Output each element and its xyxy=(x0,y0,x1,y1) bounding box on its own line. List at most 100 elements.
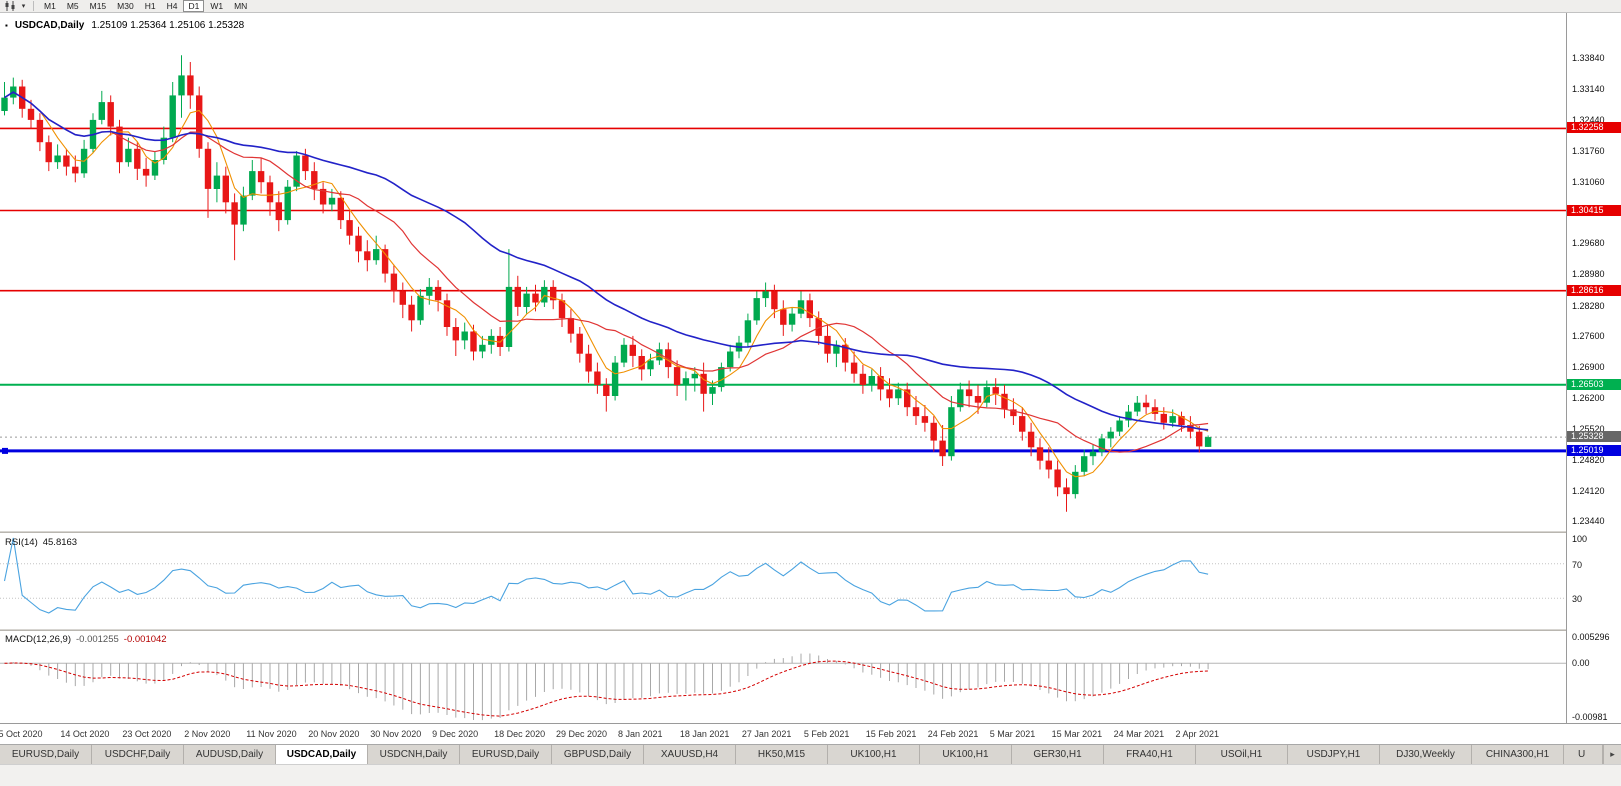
chart-ohlc-values: 1.25109 1.25364 1.25106 1.25328 xyxy=(91,20,245,31)
price-axis-label: 1.33840 xyxy=(1572,53,1605,63)
candle xyxy=(1036,447,1044,461)
chart-tab-u[interactable]: U xyxy=(1564,745,1603,764)
macd-axis-label: 0.005296 xyxy=(1572,632,1610,642)
candle xyxy=(974,396,982,403)
candle xyxy=(665,349,672,368)
chart-tab-eurusd-daily[interactable]: EURUSD,Daily xyxy=(460,745,552,764)
chart-tab-fra40-h1[interactable]: FRA40,H1 xyxy=(1104,745,1196,764)
candle xyxy=(611,362,619,396)
price-axis-label: 1.29680 xyxy=(1572,238,1605,249)
candle xyxy=(576,333,583,354)
rsi-indicator-canvas[interactable] xyxy=(0,533,1566,629)
candle xyxy=(196,95,203,149)
chart-tab-dj30-weekly[interactable]: DJ30,Weekly xyxy=(1380,745,1472,764)
panel-divider-rsi[interactable] xyxy=(0,531,1621,533)
chart-tab-eurusd-daily[interactable]: EURUSD,Daily xyxy=(0,745,92,764)
current-price-badge: 1.25328 xyxy=(1567,431,1621,443)
level-line-handle[interactable] xyxy=(2,447,8,454)
date-axis-label: 15 Mar 2021 xyxy=(1051,729,1103,739)
candle xyxy=(594,371,601,385)
date-axis-label: 14 Oct 2020 xyxy=(60,729,110,739)
candle xyxy=(72,166,79,174)
candle xyxy=(532,293,539,303)
macd-signal-value: -0.001042 xyxy=(123,634,167,645)
candle xyxy=(859,373,867,385)
timeframe-button-m1[interactable]: M1 xyxy=(44,1,56,11)
candle xyxy=(541,286,548,303)
candle xyxy=(877,376,884,390)
rsi-axis-label: 100 xyxy=(1572,534,1588,544)
chart-tab-gbpusd-daily[interactable]: GBPUSD,Daily xyxy=(552,745,644,764)
chart-tab-uk100-h1[interactable]: UK100,H1 xyxy=(920,745,1012,764)
timeframe-button-h1[interactable]: H1 xyxy=(144,1,156,11)
chart-tab-usdchf-daily[interactable]: USDCHF,Daily xyxy=(92,745,184,764)
macd-signal-line xyxy=(4,660,1209,717)
chevron-down-icon[interactable]: ▾ xyxy=(21,3,26,10)
moving-average-line-34 xyxy=(4,91,1209,431)
timeframe-button-m30[interactable]: M30 xyxy=(117,1,134,11)
date-axis-label: 5 Mar 2021 xyxy=(989,729,1036,739)
chart-tab-hk50-m15[interactable]: HK50,M15 xyxy=(736,745,828,764)
candle xyxy=(912,407,920,417)
price-axis-label: 1.23440 xyxy=(1572,516,1605,527)
candle xyxy=(293,155,300,187)
candle xyxy=(850,362,858,374)
candle xyxy=(656,349,663,361)
chart-title-marker-icon: ▪ xyxy=(5,21,8,30)
timeframe-button-mn[interactable]: MN xyxy=(234,1,248,11)
candle xyxy=(1204,437,1212,447)
chart-tab-usdcad-daily[interactable]: USDCAD,Daily xyxy=(276,745,368,764)
price-axis[interactable]: 1.338401.331401.324401.317601.310601.303… xyxy=(1566,13,1621,723)
timeframe-button-h4[interactable]: H4 xyxy=(166,1,178,11)
candle xyxy=(1098,438,1106,452)
chart-tab-usdcnh-daily[interactable]: USDCNH,Daily xyxy=(368,745,460,764)
price-chart-canvas[interactable] xyxy=(0,13,1566,531)
candle xyxy=(1178,416,1185,425)
candle xyxy=(443,300,451,327)
candle xyxy=(1151,407,1159,414)
chart-tab-usdjpy-h1[interactable]: USDJPY,H1 xyxy=(1288,745,1380,764)
candle xyxy=(257,171,265,183)
candle xyxy=(1081,456,1088,472)
candlestick-chart-icon[interactable] xyxy=(3,1,17,12)
chart-tab-ger30-h1[interactable]: GER30,H1 xyxy=(1012,745,1104,764)
date-axis-label: 20 Nov 2020 xyxy=(308,729,360,739)
candle xyxy=(833,344,840,354)
tab-scroll-right-icon[interactable]: ▸ xyxy=(1603,745,1621,764)
candle xyxy=(134,148,141,169)
candle xyxy=(567,318,575,334)
level-price-badge: 1.28616 xyxy=(1567,284,1621,296)
macd-indicator-canvas[interactable] xyxy=(0,631,1566,723)
chart-tab-china300-h1[interactable]: CHINA300,H1 xyxy=(1472,745,1564,764)
candle xyxy=(204,148,212,189)
price-axis-label: 1.28280 xyxy=(1572,300,1605,311)
candle xyxy=(629,344,636,356)
candle xyxy=(213,175,221,189)
date-axis-label: 5 Feb 2021 xyxy=(803,729,850,739)
chart-tab-uk100-h1[interactable]: UK100,H1 xyxy=(828,745,920,764)
rsi-value: 45.8163 xyxy=(42,537,78,548)
candle xyxy=(939,440,946,457)
timeframe-button-w1[interactable]: W1 xyxy=(210,1,224,11)
timeframe-button-m15[interactable]: M15 xyxy=(89,1,107,11)
panel-divider-macd[interactable] xyxy=(0,629,1621,631)
candle xyxy=(36,119,44,143)
chart-tab-usoil-h1[interactable]: USOil,H1 xyxy=(1196,745,1288,764)
chart-tab-xauusd-h4[interactable]: XAUUSD,H4 xyxy=(644,745,736,764)
macd-main-value: -0.001255 xyxy=(76,634,119,645)
candle xyxy=(249,171,256,196)
candle xyxy=(673,367,681,385)
candle xyxy=(275,202,282,221)
date-axis[interactable]: 5 Oct 2020 14 Oct 2020 23 Oct 2020 2 Nov 20… xyxy=(0,723,1621,744)
candle xyxy=(718,367,725,388)
timeframe-toolbar: ▾ M1 M5 M15 M30 H1 H4 D1 W1 MN xyxy=(0,0,1621,13)
price-axis-label: 1.25520 xyxy=(1572,423,1605,434)
chart-title: ▪ USDCAD,Daily 1.25109 1.25364 1.25106 1… xyxy=(5,20,244,31)
chart-tab-audusd-daily[interactable]: AUDUSD,Daily xyxy=(184,745,276,764)
candle xyxy=(1054,469,1061,488)
timeframe-button-d1[interactable]: D1 xyxy=(183,0,205,12)
candle xyxy=(780,309,787,325)
timeframe-button-m5[interactable]: M5 xyxy=(66,1,79,11)
candle xyxy=(1089,451,1097,457)
